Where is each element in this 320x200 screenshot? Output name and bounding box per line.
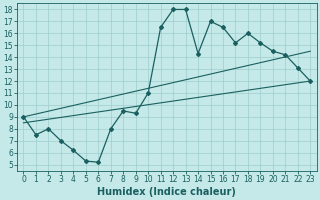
X-axis label: Humidex (Indice chaleur): Humidex (Indice chaleur) [98, 187, 236, 197]
